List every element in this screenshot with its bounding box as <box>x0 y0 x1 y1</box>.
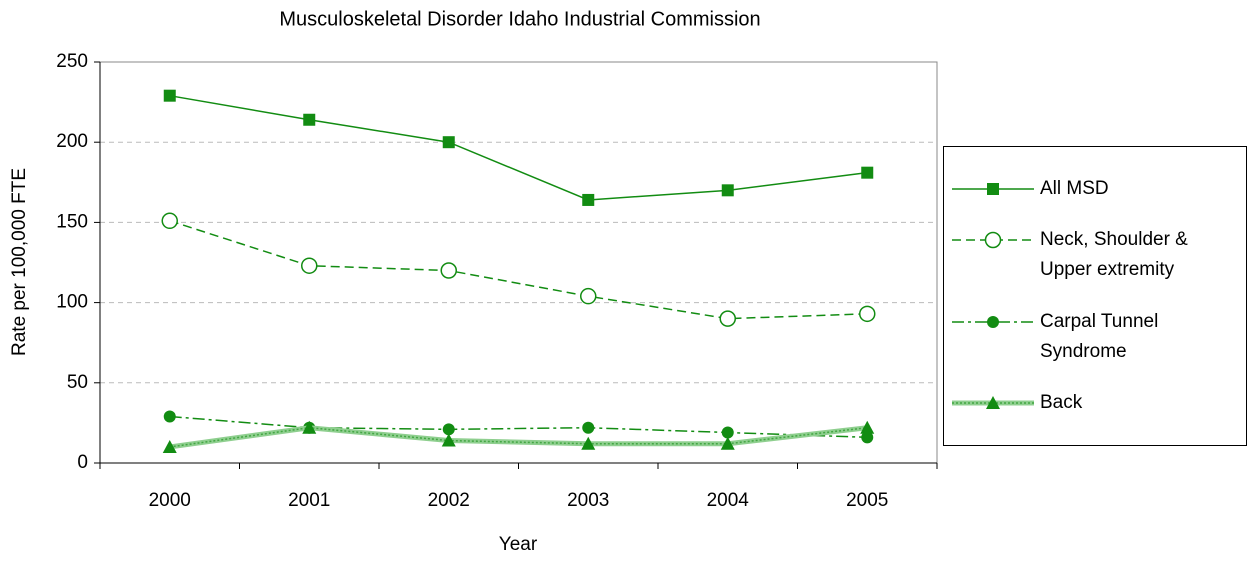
marker <box>440 262 457 279</box>
series-line-hatch <box>169 426 868 448</box>
x-tick-label: 2004 <box>707 490 750 511</box>
marker <box>163 89 176 102</box>
marker <box>861 431 874 444</box>
legend-label: All MSD <box>1040 178 1109 200</box>
marker <box>721 426 734 439</box>
x-tick-label: 2003 <box>567 490 609 511</box>
legend-swatch <box>952 183 1034 196</box>
marker <box>987 315 999 328</box>
x-tick-label: 2005 <box>846 490 888 511</box>
legend-label: Back <box>1040 391 1083 413</box>
x-tick-label: 2001 <box>288 490 330 511</box>
marker <box>582 421 595 434</box>
marker <box>302 420 317 434</box>
x-tick-label: 2002 <box>428 490 470 511</box>
marker <box>582 193 595 206</box>
y-axis-label: Rate per 100,000 FTE <box>9 168 30 356</box>
series-line <box>169 220 868 320</box>
y-tick-label: 200 <box>56 131 88 152</box>
marker <box>987 183 999 196</box>
marker <box>163 410 176 423</box>
legend: All MSD Neck, Shoulder & Upper extremity C… <box>943 146 1247 446</box>
legend-swatch <box>952 395 1034 409</box>
y-tick-label: 50 <box>67 372 88 393</box>
marker <box>719 310 736 327</box>
legend-entry: Neck, Shoulder & Upper extremity <box>944 225 1246 285</box>
series-line <box>169 94 868 201</box>
y-tick-label: 0 <box>77 452 88 473</box>
marker <box>984 232 1002 249</box>
legend-entry: All MSD <box>944 174 1246 204</box>
plot-area <box>99 61 938 464</box>
y-tick-label: 250 <box>56 51 88 72</box>
legend-entry: Back <box>944 388 1246 418</box>
marker <box>581 436 596 450</box>
x-axis-label: Year <box>499 534 538 555</box>
marker <box>721 184 734 197</box>
chart-title: Musculoskeletal Disorder Idaho Industria… <box>279 8 760 30</box>
marker <box>442 423 455 436</box>
series-line <box>169 415 868 439</box>
marker <box>162 439 177 453</box>
legend-entry: Carpal Tunnel Syndrome <box>944 307 1246 367</box>
marker <box>580 287 597 305</box>
series-line <box>169 425 868 450</box>
y-tick-label: 100 <box>56 292 88 313</box>
y-tick-label: 150 <box>56 211 88 232</box>
marker <box>861 166 874 179</box>
marker <box>161 212 178 230</box>
marker <box>303 113 316 126</box>
marker <box>301 257 318 274</box>
legend-swatch <box>952 315 1034 328</box>
marker <box>720 436 735 450</box>
legend-label: Neck, Shoulder & Upper extremity <box>1040 229 1188 281</box>
marker <box>860 420 875 434</box>
marker <box>442 136 455 149</box>
marker <box>441 433 456 447</box>
marker <box>859 305 876 323</box>
x-tick-label: 2000 <box>149 490 191 511</box>
marker <box>986 395 1000 409</box>
legend-label: Carpal Tunnel Syndrome <box>1040 310 1159 362</box>
legend-swatch <box>952 232 1034 249</box>
